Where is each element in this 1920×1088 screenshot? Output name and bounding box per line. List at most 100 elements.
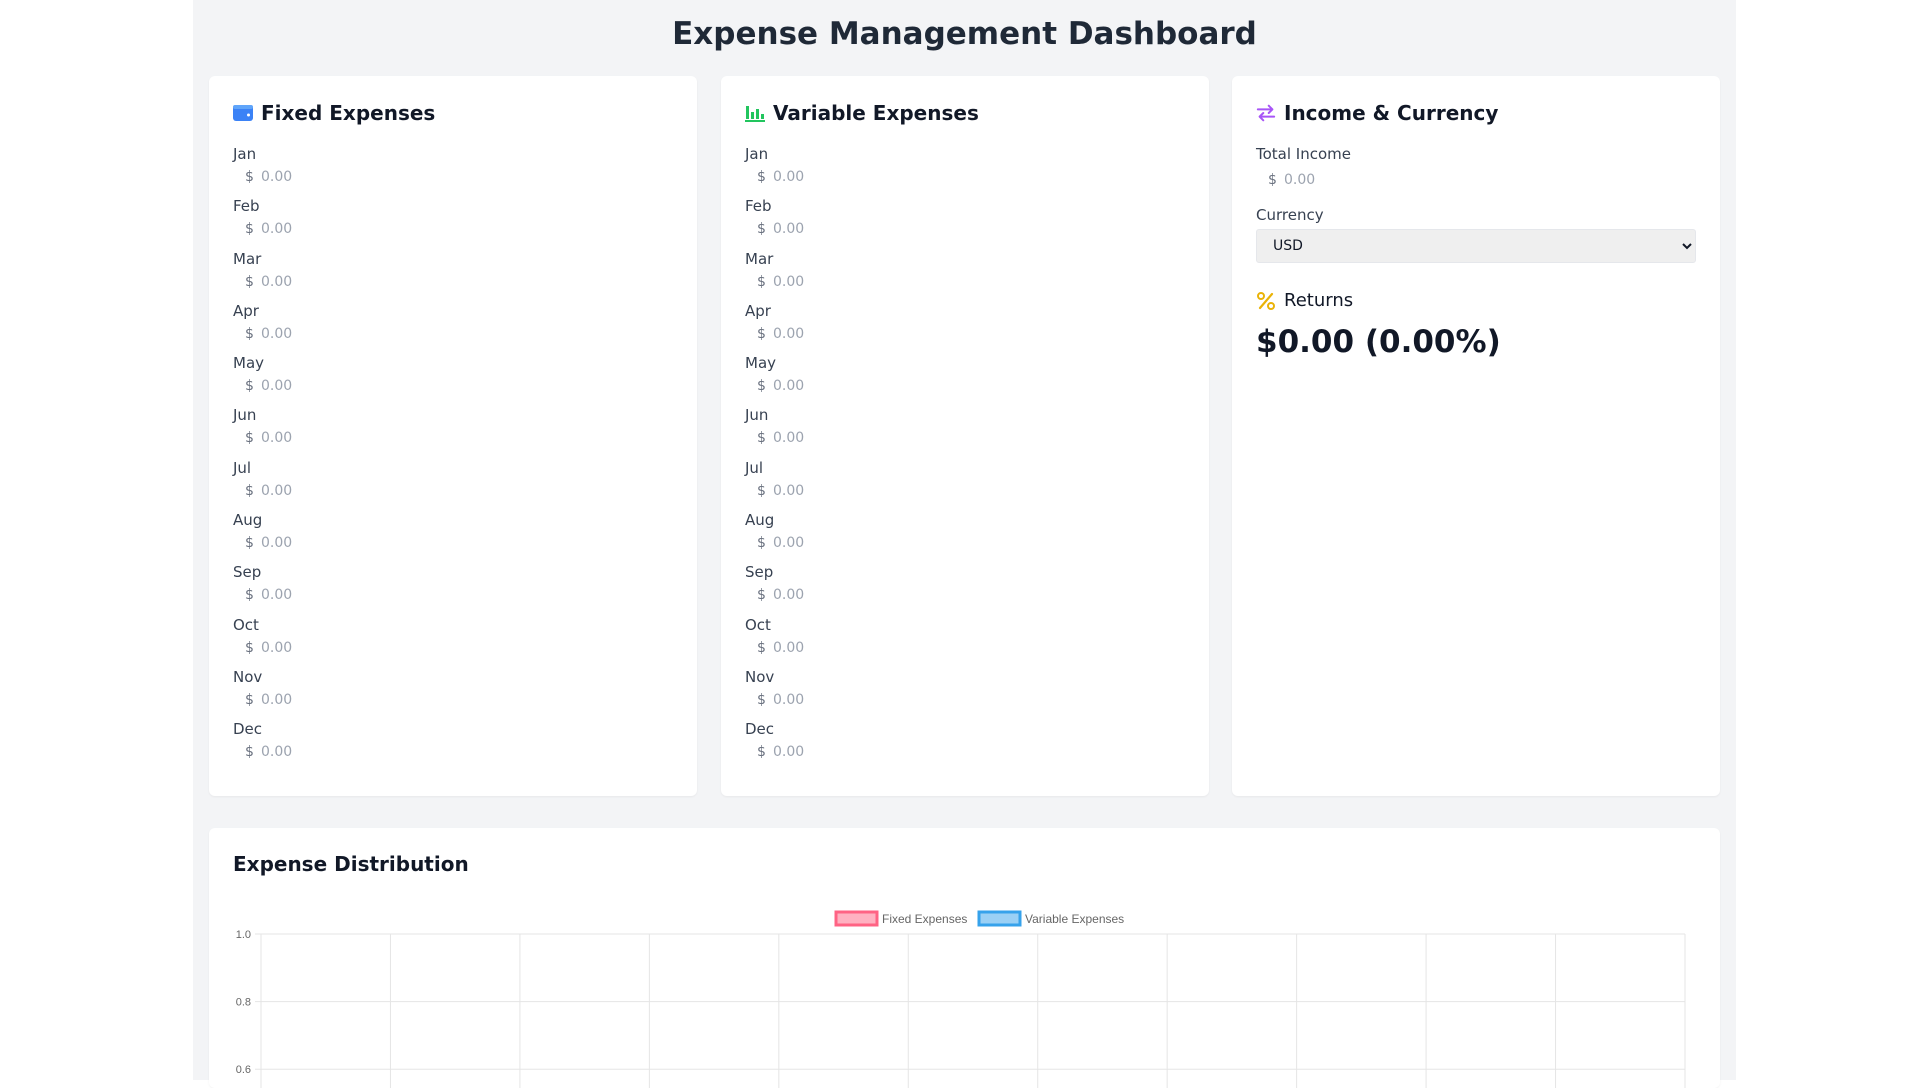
month-row: Sep $ — [745, 562, 1185, 614]
amount-field: $ — [745, 217, 1185, 242]
month-label: Mar — [233, 249, 262, 268]
variable-expenses-header: Variable Expenses — [745, 100, 979, 126]
month-label: Feb — [745, 197, 772, 216]
page-title: Expense Management Dashboard — [672, 16, 1257, 52]
month-row: Oct $ — [745, 615, 1185, 667]
month-row: Oct $ — [233, 615, 673, 667]
amount-input[interactable] — [745, 374, 1185, 399]
amount-input[interactable] — [233, 426, 673, 451]
amount-input[interactable] — [745, 426, 1185, 451]
month-label: May — [745, 354, 777, 373]
y-tick-label: 0.8 — [236, 997, 251, 1009]
amount-field: $ — [233, 426, 673, 451]
currency-symbol: $ — [245, 325, 254, 342]
variable-month-list: Jan $ Feb $ Mar $ Apr $ May $ Jun $ Jul $ Aug $ Sep $ Oct $… — [745, 144, 1185, 772]
month-label: Feb — [233, 197, 260, 216]
amount-input[interactable] — [233, 165, 673, 189]
month-row: Nov $ — [233, 667, 673, 719]
amount-input[interactable] — [233, 269, 673, 294]
month-label: Aug — [233, 511, 263, 530]
month-label: Aug — [745, 511, 775, 530]
month-row: Jan $ — [233, 144, 673, 196]
currency-select[interactable]: USD — [1256, 229, 1696, 263]
income-currency-card: Income & Currency Total Income $ Currenc… — [1232, 76, 1720, 796]
month-row: Jun $ — [233, 405, 673, 457]
month-row: Dec $ — [745, 719, 1185, 771]
legend-fixed-swatch — [834, 910, 879, 927]
currency-symbol: $ — [757, 430, 766, 447]
amount-field: $ — [233, 478, 673, 503]
currency-symbol: $ — [757, 325, 766, 342]
amount-input[interactable] — [745, 583, 1185, 608]
currency-symbol: $ — [245, 430, 254, 447]
currency-symbol: $ — [245, 169, 254, 185]
currency-symbol: $ — [245, 273, 254, 290]
amount-input[interactable] — [233, 374, 673, 399]
month-label: Apr — [233, 301, 259, 320]
amount-field: $ — [745, 426, 1185, 451]
chart-title: Expense Distribution — [233, 852, 469, 876]
month-label: Sep — [745, 563, 774, 582]
amount-input[interactable] — [233, 740, 673, 765]
month-row: Jan $ — [745, 144, 1185, 196]
month-label: Mar — [745, 249, 774, 268]
currency-symbol: $ — [245, 587, 254, 604]
month-label: Jan — [745, 145, 769, 163]
amount-field: $ — [745, 687, 1185, 712]
amount-input[interactable] — [233, 478, 673, 503]
amount-input[interactable] — [233, 635, 673, 660]
amount-input[interactable] — [233, 687, 673, 712]
amount-input[interactable] — [745, 635, 1185, 660]
amount-input[interactable] — [233, 217, 673, 242]
month-row: Apr $ — [233, 301, 673, 353]
wallet-icon — [233, 103, 253, 123]
percent-icon — [1256, 291, 1276, 311]
month-label: Sep — [233, 563, 262, 582]
amount-field: $ — [233, 687, 673, 712]
amount-field: $ — [233, 374, 673, 399]
month-label: Oct — [233, 615, 259, 634]
month-row: Nov $ — [745, 667, 1185, 719]
amount-field: $ — [745, 531, 1185, 556]
month-row: Dec $ — [233, 719, 673, 771]
month-row: Jun $ — [745, 405, 1185, 457]
month-label: Oct — [745, 615, 771, 634]
month-row: May $ — [745, 353, 1185, 405]
amount-input[interactable] — [233, 583, 673, 608]
returns-header: Returns — [1256, 290, 1353, 311]
fixed-expenses-card: Fixed Expenses Jan$Feb$Mar$Apr$May$Jun$J… — [209, 76, 697, 796]
amount-input[interactable] — [233, 321, 673, 346]
month-row: Sep $ — [233, 562, 673, 614]
currency-symbol: $ — [245, 744, 254, 761]
returns-label: Returns — [1284, 290, 1354, 311]
month-label: Apr — [745, 301, 771, 320]
amount-input[interactable] — [745, 687, 1185, 712]
returns-value: $0.00 (0.00%) — [1256, 324, 1501, 360]
amount-input[interactable] — [745, 269, 1185, 294]
amount-input[interactable] — [745, 531, 1185, 556]
amount-field: $ — [745, 374, 1185, 399]
total-income-label: Total Income — [1256, 145, 1351, 163]
amount-input[interactable] — [745, 321, 1185, 346]
amount-input[interactable] — [745, 478, 1185, 503]
amount-input[interactable] — [745, 217, 1185, 242]
amount-field: $ — [745, 635, 1185, 660]
amount-input[interactable] — [233, 531, 673, 556]
currency-symbol: $ — [757, 378, 766, 395]
month-row: Aug $ — [233, 510, 673, 562]
month-label: Jul — [745, 458, 764, 477]
currency-symbol: $ — [757, 744, 766, 761]
amount-input[interactable] — [745, 740, 1185, 765]
currency-symbol: $ — [245, 378, 254, 395]
expense-distribution-card: Expense Distribution 1.0 0.8 0.6 Fixed Expe… — [209, 828, 1720, 1088]
legend-fixed-label: Fixed Expenses — [882, 912, 967, 926]
currency-symbol: $ — [245, 535, 254, 552]
fixed-expenses-header: Fixed Expenses — [233, 100, 435, 126]
month-row: Jul $ — [233, 458, 673, 510]
income-currency-header: Income & Currency — [1256, 100, 1498, 126]
variable-expenses-card: Variable Expenses Jan$Feb$Mar$Apr$May$Ju… — [721, 76, 1209, 796]
total-income-input[interactable] — [1256, 168, 1696, 192]
month-row: Mar $ — [233, 249, 673, 301]
currency-symbol: $ — [245, 221, 254, 238]
amount-input[interactable] — [745, 165, 1185, 189]
